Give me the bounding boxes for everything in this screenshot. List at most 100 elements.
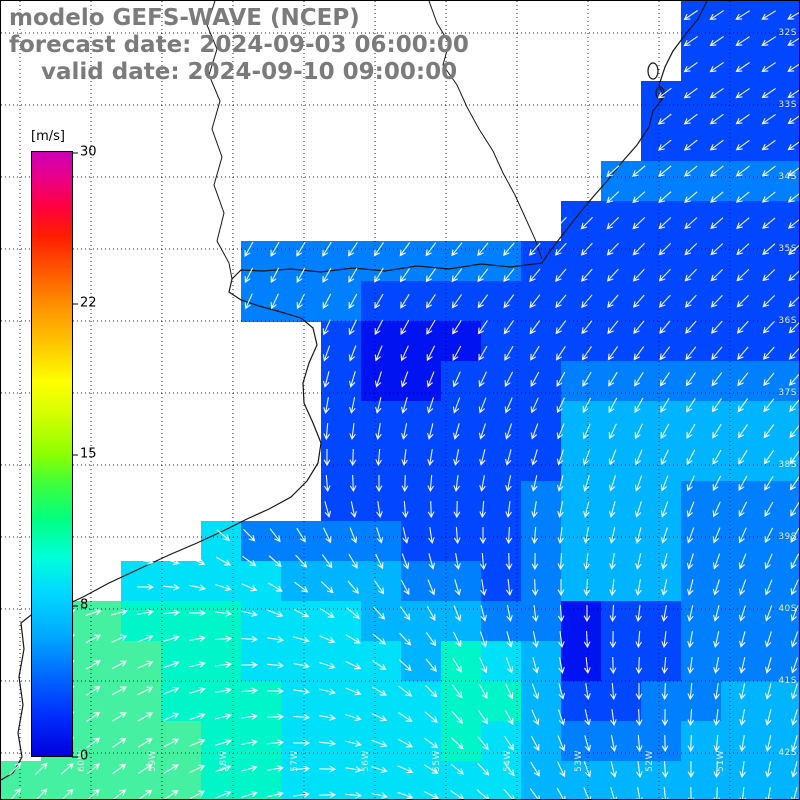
- wind-speed-cell: [401, 761, 442, 799]
- wind-speed-cell: [761, 161, 799, 202]
- wind-speed-cell: [201, 641, 242, 682]
- wind-speed-cell: [121, 721, 162, 762]
- wind-speed-cell: [361, 281, 402, 322]
- wind-speed-cell: [361, 481, 402, 522]
- wind-speed-cell: [401, 481, 442, 522]
- wind-speed-cell: [601, 481, 642, 522]
- wind-speed-cell: [401, 321, 442, 362]
- wind-speed-cell: [761, 641, 799, 682]
- wind-speed-cell: [721, 1, 762, 42]
- wind-speed-cell: [361, 641, 402, 682]
- wind-speed-cell: [441, 401, 482, 442]
- wind-speed-cell: [201, 721, 242, 762]
- wind-speed-cell: [481, 721, 522, 762]
- wind-speed-cell: [681, 1, 722, 42]
- wind-speed-cell: [321, 641, 362, 682]
- wind-speed-cell: [761, 41, 799, 82]
- wind-speed-cell: [601, 561, 642, 602]
- wind-speed-cell: [281, 561, 322, 602]
- colorbar-tick-8: 8: [71, 597, 89, 613]
- wind-speed-cell: [121, 761, 162, 799]
- wind-speed-cell: [401, 601, 442, 642]
- wind-speed-cell: [441, 761, 482, 799]
- wind-speed-cell: [241, 561, 282, 602]
- wind-speed-cell: [481, 561, 522, 602]
- wind-speed-cell: [161, 761, 202, 799]
- wind-speed-cell: [561, 321, 602, 362]
- wind-speed-cell: [761, 281, 799, 322]
- wind-speed-cell: [81, 641, 122, 682]
- wind-speed-cell: [441, 281, 482, 322]
- wind-speed-cell: [681, 641, 722, 682]
- wind-speed-cell: [721, 281, 762, 322]
- wind-speed-cell: [601, 201, 642, 242]
- wind-speed-cell: [241, 681, 282, 722]
- wind-speed-cell: [161, 561, 202, 602]
- wind-speed-cell: [401, 641, 442, 682]
- wind-speed-cell: [761, 721, 799, 762]
- wind-speed-cell: [441, 321, 482, 362]
- wind-speed-cell: [441, 441, 482, 482]
- wind-speed-cell: [561, 401, 602, 442]
- wind-speed-cell: [481, 521, 522, 562]
- wind-speed-cell: [481, 441, 522, 482]
- wind-speed-cell: [361, 721, 402, 762]
- wind-speed-cell: [681, 81, 722, 122]
- wind-speed-cell: [441, 641, 482, 682]
- wind-speed-cell: [321, 281, 362, 322]
- wind-speed-cell: [561, 641, 602, 682]
- wind-speed-cell: [81, 721, 122, 762]
- wind-speed-cell: [321, 361, 362, 402]
- wind-speed-cell: [561, 521, 602, 562]
- wind-speed-cell: [201, 761, 242, 799]
- coastline: [1, 1, 708, 781]
- wind-speed-cell: [321, 321, 362, 362]
- wind-speed-cell: [241, 601, 282, 642]
- wind-speed-cell: [561, 681, 602, 722]
- wind-speed-cell: [361, 601, 402, 642]
- wind-speed-cell: [601, 721, 642, 762]
- wind-speed-cell: [721, 601, 762, 642]
- wind-speed-cell: [561, 481, 602, 522]
- wind-speed-cell: [721, 641, 762, 682]
- wind-speed-cell: [521, 281, 562, 322]
- wind-speed-cell: [281, 601, 322, 642]
- wind-speed-cell: [241, 521, 282, 562]
- wind-speed-cell: [721, 761, 762, 799]
- wind-speed-cell: [721, 681, 762, 722]
- wind-speed-cell: [281, 281, 322, 322]
- wind-speed-cell: [81, 681, 122, 722]
- wind-speed-cell: [521, 721, 562, 762]
- wind-speed-cell: [641, 361, 682, 402]
- wind-speed-cell: [561, 561, 602, 602]
- model-title: modelo GEFS-WAVE (NCEP): [9, 5, 360, 31]
- wind-speed-cell: [441, 681, 482, 722]
- colorbar-gradient: 30 22 15 8 0: [31, 145, 97, 764]
- wind-speed-cell: [681, 121, 722, 162]
- wind-speed-cell: [361, 441, 402, 482]
- wind-speed-cell: [641, 681, 682, 722]
- wind-speed-cell: [521, 601, 562, 642]
- colorbar-unit-label: [m/s]: [31, 129, 65, 144]
- wind-speed-cell: [441, 521, 482, 562]
- wind-speed-cell: [321, 761, 362, 799]
- wind-speed-cell: [481, 321, 522, 362]
- wind-speed-cell: [681, 161, 722, 202]
- wind-speed-cell: [401, 241, 442, 282]
- wind-speed-cell: [521, 241, 562, 282]
- wind-speed-cell: [121, 681, 162, 722]
- wind-speed-cell: [601, 681, 642, 722]
- wind-speed-cell: [521, 481, 562, 522]
- wind-speed-cell: [361, 241, 402, 282]
- wind-speed-cell: [681, 201, 722, 242]
- wind-speed-cell: [641, 721, 682, 762]
- wind-speed-cell: [681, 441, 722, 482]
- wind-speed-cell: [641, 281, 682, 322]
- wind-speed-cell: [681, 41, 722, 82]
- wind-speed-cell: [721, 201, 762, 242]
- wind-speed-cell: [361, 761, 402, 799]
- colorbar-tick-0: 0: [71, 748, 89, 764]
- wind-speed-cell: [561, 241, 602, 282]
